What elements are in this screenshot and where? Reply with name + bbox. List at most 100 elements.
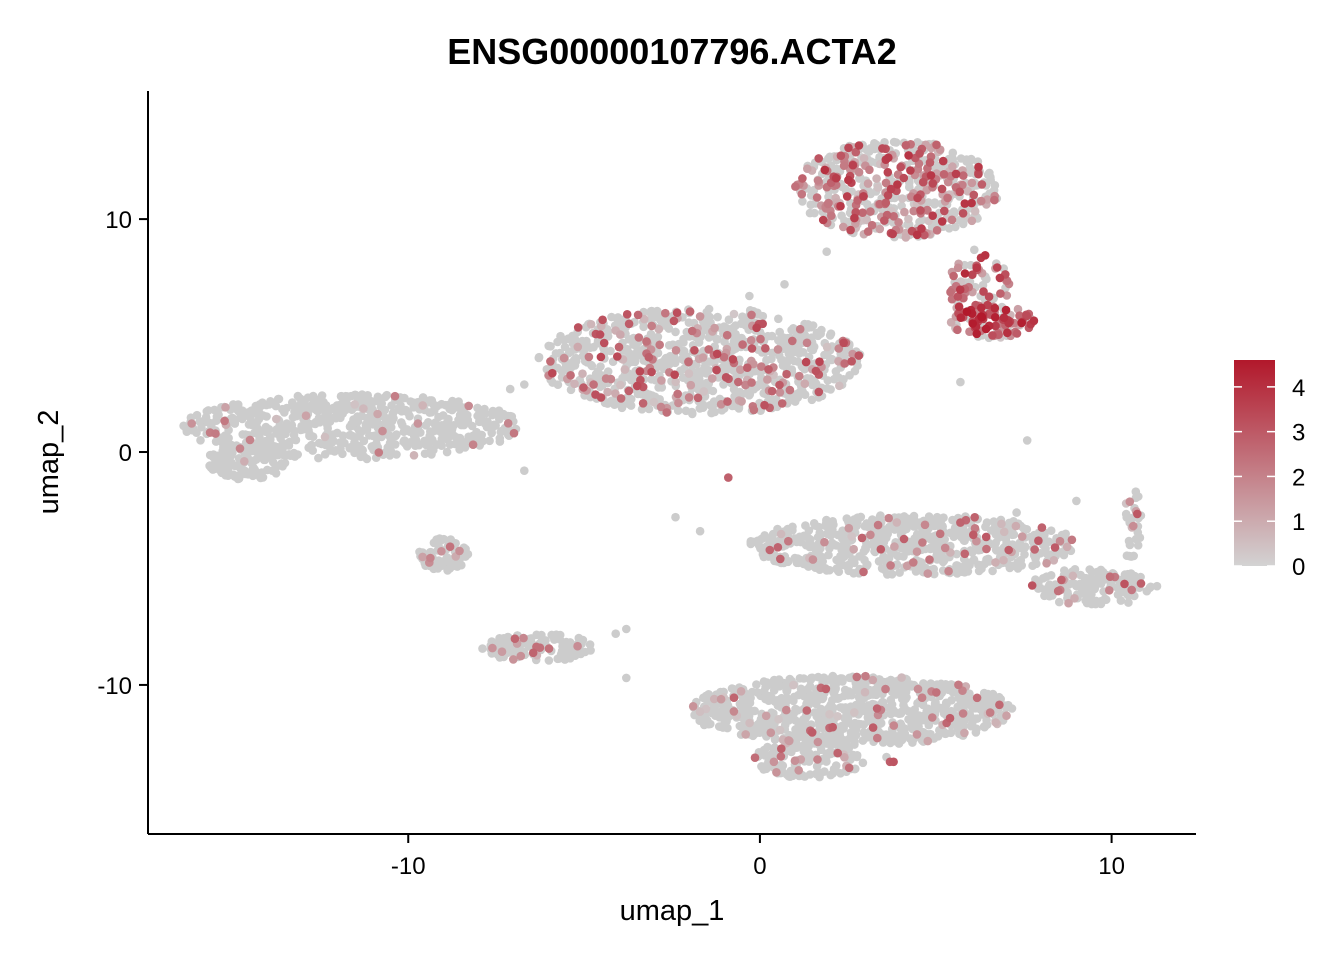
cell-point <box>829 374 839 384</box>
cell-point <box>601 374 611 383</box>
cell-point <box>487 409 497 418</box>
cell-point <box>382 390 392 400</box>
cell-point <box>551 349 561 358</box>
cell-point <box>844 175 853 185</box>
cell-point <box>776 752 786 761</box>
cell-point <box>761 694 770 704</box>
cell-point <box>429 445 438 455</box>
cell-point <box>833 677 842 687</box>
cell-point <box>690 346 699 355</box>
cell-point <box>656 402 666 412</box>
cell-point <box>839 338 848 348</box>
cell-point <box>750 753 760 762</box>
cell-point <box>653 308 663 318</box>
cell-point <box>846 225 855 235</box>
cell-point <box>1005 561 1015 570</box>
cell-point <box>786 350 795 360</box>
cell-point <box>872 704 882 713</box>
cell-point <box>988 692 998 702</box>
cell-point <box>991 558 1000 567</box>
cell-point <box>1049 556 1059 565</box>
cell-point <box>913 193 922 203</box>
cell-point <box>445 542 455 551</box>
cell-point <box>1105 572 1115 581</box>
cell-point <box>700 363 709 372</box>
cell-point <box>1133 528 1143 537</box>
cell-point <box>970 513 979 522</box>
cell-point <box>972 693 982 703</box>
cell-point <box>749 405 759 415</box>
cell-point <box>210 405 219 415</box>
cell-point <box>860 687 870 697</box>
cell-point <box>890 542 899 551</box>
cell-point <box>949 271 958 281</box>
cell-point <box>1133 509 1142 519</box>
cell-point <box>956 518 965 527</box>
cell-point <box>681 406 691 416</box>
cell-point <box>664 341 674 350</box>
cell-point <box>1116 596 1126 605</box>
cell-point <box>937 184 947 194</box>
cell-point <box>868 675 878 685</box>
cell-point <box>579 346 589 355</box>
cell-point <box>863 560 872 569</box>
cell-point <box>883 529 892 539</box>
cell-point <box>1012 508 1021 517</box>
cell-point <box>684 318 694 327</box>
cell-point <box>746 336 756 345</box>
cell-point <box>920 520 930 530</box>
cell-point <box>968 319 977 328</box>
cell-point <box>196 436 205 445</box>
cell-point <box>789 708 799 718</box>
cell-point <box>793 724 803 734</box>
cell-point <box>798 174 807 183</box>
cell-point <box>820 165 830 175</box>
cell-point <box>782 693 791 703</box>
cell-point <box>960 728 969 738</box>
cell-point <box>418 401 428 410</box>
cell-point <box>296 425 306 435</box>
cell-point <box>205 450 215 460</box>
cell-point <box>852 751 862 760</box>
cell-point <box>1134 492 1143 501</box>
cell-point <box>960 269 970 278</box>
cell-point <box>721 713 731 722</box>
cell-point <box>366 416 376 426</box>
cell-point <box>647 391 657 400</box>
cell-point <box>954 302 964 312</box>
cell-point <box>455 433 465 443</box>
cell-point <box>946 528 955 538</box>
cell-point <box>275 422 284 431</box>
cell-point <box>657 376 666 385</box>
cell-point <box>774 715 783 724</box>
cell-point <box>899 534 909 544</box>
cell-point <box>1022 436 1032 445</box>
cell-point <box>229 417 239 426</box>
cell-point <box>892 518 902 527</box>
cell-point <box>850 558 859 568</box>
cell-point <box>876 545 886 554</box>
cell-point <box>979 287 988 296</box>
cell-point <box>847 357 856 366</box>
cell-point <box>912 547 922 556</box>
cell-point <box>553 337 562 347</box>
cell-point <box>836 151 846 160</box>
cell-point <box>861 671 870 681</box>
cell-point <box>832 555 841 565</box>
cell-point <box>813 755 822 764</box>
cell-point <box>1030 551 1039 561</box>
cell-point <box>758 311 768 321</box>
cell-point <box>953 561 962 570</box>
cell-point <box>789 680 798 690</box>
cell-point <box>928 211 937 220</box>
cell-point <box>944 224 954 233</box>
cell-point <box>898 194 907 203</box>
cell-point <box>224 458 234 468</box>
cell-point <box>861 731 871 741</box>
x-tick-label: 10 <box>1098 853 1125 880</box>
cell-point <box>890 525 899 534</box>
cell-point <box>245 435 255 445</box>
cell-point <box>966 721 976 731</box>
cell-point <box>331 446 341 455</box>
cell-point <box>716 694 726 704</box>
